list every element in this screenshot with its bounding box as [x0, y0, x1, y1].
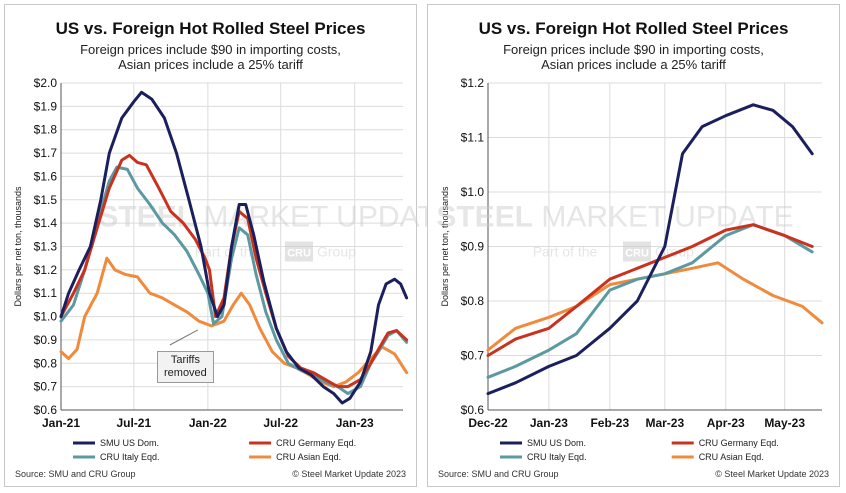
watermark-steel: STEEL	[436, 201, 533, 234]
y-tick-label: $1.5	[34, 193, 58, 207]
legend-label-smu: SMU US Dom.	[527, 438, 586, 448]
series-line-smu	[59, 90, 409, 405]
x-tick-label: May-23	[764, 416, 805, 430]
watermark-group: Group	[317, 244, 356, 260]
legend-label-asia: CRU Asian Eqd.	[699, 452, 764, 462]
y-tick-label: $0.6	[34, 403, 58, 417]
y-tick-label: $0.6	[461, 403, 485, 417]
annotation-line2: removed	[164, 367, 207, 379]
y-tick-label: $1.7	[34, 146, 58, 160]
x-tick-label: Jan-22	[189, 416, 227, 430]
series-line-asia	[59, 256, 409, 389]
tariffs-removed-annotation: Tariffs removed	[157, 351, 214, 383]
watermark-logo-box	[285, 241, 313, 262]
series-line-smu	[486, 103, 814, 396]
annotation-arrow	[169, 329, 199, 346]
chart-subtitle-line1: Foreign prices include $90 in importing …	[80, 42, 341, 57]
y-tick-label: $1.9	[34, 99, 58, 113]
x-tick-label: Mar-23	[645, 416, 684, 430]
x-tick-label: Apr-23	[707, 416, 745, 430]
x-tick-label: Jan-23	[530, 416, 568, 430]
watermark-market: MARKET	[533, 201, 666, 234]
legend-label-germany: CRU Germany Eqd.	[699, 438, 779, 448]
y-tick-label: $0.8	[461, 294, 485, 308]
chart-panel-left: US vs. Foreign Hot Rolled Steel Prices F…	[4, 4, 456, 487]
y-tick-label: $1.2	[461, 76, 485, 90]
y-tick-label: $0.7	[34, 380, 58, 394]
x-tick-label: Feb-23	[590, 416, 629, 430]
chart-panel-right: US vs. Foreign Hot Rolled Steel Prices F…	[427, 4, 840, 487]
y-tick-label: $0.9	[461, 240, 485, 254]
chart-subtitle-line1: Foreign prices include $90 in importing …	[503, 42, 764, 57]
y-axis-label: Dollars per net ton, thousands	[440, 186, 450, 307]
legend-label-asia: CRU Asian Eqd.	[276, 452, 341, 462]
x-tick-label: Jan-21	[42, 416, 80, 430]
y-tick-label: $2.0	[34, 76, 58, 90]
watermark-logo-box	[623, 241, 651, 262]
line-chart-svg: $0.6 $0.7 $0.8 $0.9 $1.0 $1.1 $1.2 Dec-22 Jan-23…	[436, 76, 824, 462]
copyright-note: © Steel Market Update 2023	[715, 469, 829, 479]
y-tick-label: $1.1	[461, 131, 485, 145]
y-tick-label: $1.0	[461, 185, 485, 199]
line-chart-svg: $0.6 $0.7 $0.8 $0.9 $1.0 $1.1 $1.2 $1.3 $1.4 $1.5…	[13, 76, 456, 462]
y-tick-label: $1.3	[34, 240, 58, 254]
watermark-text: STEEL MARKET UPDATE	[98, 201, 455, 234]
watermark-steel: STEEL	[98, 201, 195, 234]
watermark-logo: CRU	[625, 248, 649, 260]
x-tick-label: Dec-22	[468, 416, 508, 430]
y-tick-label: $0.9	[34, 333, 58, 347]
y-tick-label: $0.8	[34, 356, 58, 370]
y-tick-label: $1.0	[34, 310, 58, 324]
y-tick-label: $1.4	[34, 216, 58, 230]
annotation-line1: Tariffs	[170, 354, 200, 366]
source-note: Source: SMU and CRU Group	[438, 469, 559, 479]
watermark-text: STEEL MARKET UPDATE	[436, 201, 793, 234]
series-line-germany	[486, 223, 814, 357]
watermark-part-of: Part of the	[195, 244, 260, 260]
y-tick-label: $1.1	[34, 286, 58, 300]
y-tick-label: $1.6	[34, 169, 58, 183]
x-tick-label: Jul-22	[263, 416, 298, 430]
y-tick-label: $0.7	[461, 349, 485, 363]
source-note: Source: SMU and CRU Group	[15, 469, 136, 479]
x-tick-label: Jul-21	[116, 416, 151, 430]
chart-title: US vs. Foreign Hot Rolled Steel Prices	[478, 19, 789, 38]
chart-subtitle-line2: Asian prices include a 25% tariff	[541, 57, 726, 72]
watermark-logo: CRU	[287, 248, 311, 260]
y-tick-label: $1.8	[34, 123, 58, 137]
chart-subtitle-line2: Asian prices include a 25% tariff	[118, 57, 303, 72]
legend-label-germany: CRU Germany Eqd.	[276, 438, 356, 448]
legend-label-italy: CRU Italy Eqd.	[100, 452, 160, 462]
watermark-part-of: Part of the	[533, 244, 598, 260]
y-tick-label: $1.2	[34, 263, 58, 277]
copyright-note: © Steel Market Update 2023	[292, 469, 406, 479]
legend-label-italy: CRU Italy Eqd.	[527, 452, 587, 462]
y-axis-label: Dollars per net ton, thousands	[13, 186, 23, 307]
x-tick-label: Jan-23	[336, 416, 374, 430]
legend-label-smu: SMU US Dom.	[100, 438, 159, 448]
chart-title: US vs. Foreign Hot Rolled Steel Prices	[55, 19, 366, 38]
watermark-market: MARKET	[195, 201, 328, 234]
